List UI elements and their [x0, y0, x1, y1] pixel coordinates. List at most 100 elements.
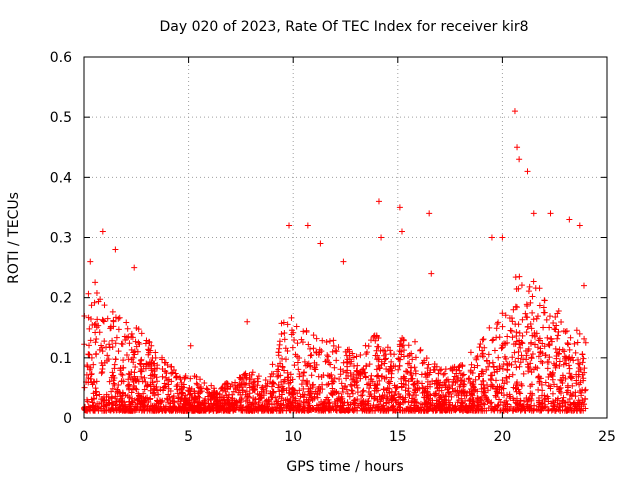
- data-point: [492, 392, 499, 399]
- data-point: [106, 378, 113, 385]
- data-point: [187, 375, 194, 382]
- data-point: [488, 372, 495, 379]
- data-point: [275, 372, 282, 379]
- x-axis-label: GPS time / hours: [286, 459, 403, 475]
- data-point: [582, 405, 589, 412]
- data-point: [110, 317, 117, 324]
- data-point: [549, 390, 556, 397]
- data-point: [113, 398, 120, 405]
- data-point-peak: [87, 258, 94, 265]
- data-point: [444, 384, 451, 391]
- data-point: [524, 324, 531, 331]
- data-point: [324, 352, 331, 359]
- data-point: [385, 379, 392, 386]
- data-point: [156, 405, 163, 412]
- data-point: [373, 388, 380, 395]
- data-point: [387, 347, 394, 354]
- data-point-peak: [524, 168, 531, 175]
- data-point: [210, 393, 217, 400]
- data-point: [339, 389, 346, 396]
- data-point: [239, 389, 246, 396]
- data-point: [264, 383, 271, 390]
- data-point: [119, 341, 126, 348]
- data-point-peak: [244, 318, 251, 325]
- data-point-peak: [396, 204, 403, 211]
- data-point: [201, 397, 208, 404]
- data-point: [226, 391, 233, 398]
- data-point: [349, 387, 356, 394]
- data-point: [517, 390, 524, 397]
- data-point: [485, 363, 492, 370]
- data-point: [532, 285, 539, 292]
- data-point: [109, 369, 116, 376]
- data-point: [334, 396, 341, 403]
- data-point: [529, 332, 536, 339]
- data-point: [427, 392, 434, 399]
- data-point-peak: [580, 282, 587, 289]
- data-point-peak: [112, 246, 119, 253]
- data-point: [112, 340, 119, 347]
- data-point: [547, 383, 554, 390]
- data-point: [479, 353, 486, 360]
- data-point: [554, 349, 561, 356]
- x-tick-label: 5: [184, 429, 193, 445]
- data-point: [336, 376, 343, 383]
- data-point: [353, 379, 360, 386]
- data-point: [170, 393, 177, 400]
- data-point: [489, 337, 496, 344]
- data-point: [542, 379, 549, 386]
- data-point: [440, 371, 447, 378]
- data-point: [575, 368, 582, 375]
- data-point: [144, 381, 151, 388]
- data-point: [143, 394, 150, 401]
- data-point: [441, 397, 448, 404]
- data-point: [502, 340, 509, 347]
- data-point: [435, 403, 442, 410]
- data-point: [126, 385, 133, 392]
- data-point: [496, 334, 503, 341]
- data-point-peak: [378, 234, 385, 241]
- y-tick-label: 0.5: [50, 110, 72, 126]
- data-point: [269, 380, 276, 387]
- data-point: [179, 390, 186, 397]
- data-point: [258, 395, 265, 402]
- data-point: [522, 348, 529, 355]
- data-point: [359, 392, 366, 399]
- data-point: [104, 352, 111, 359]
- data-point-peak: [304, 222, 311, 229]
- data-point: [561, 357, 568, 364]
- data-point: [535, 374, 542, 381]
- data-point: [93, 289, 100, 296]
- data-point: [423, 355, 430, 362]
- data-point: [198, 401, 205, 408]
- data-point: [480, 370, 487, 377]
- y-tick-label: 0.4: [50, 170, 72, 186]
- data-point: [224, 404, 231, 411]
- data-point: [325, 396, 332, 403]
- data-point: [146, 407, 153, 414]
- data-point: [519, 316, 526, 323]
- data-point: [131, 403, 138, 410]
- data-point: [105, 406, 112, 413]
- data-point: [326, 405, 333, 412]
- data-point: [469, 382, 476, 389]
- y-tick-label: 0.6: [50, 50, 72, 66]
- data-point: [578, 389, 585, 396]
- data-point: [572, 349, 579, 356]
- data-point: [543, 316, 550, 323]
- data-point: [446, 383, 453, 390]
- data-point: [530, 366, 537, 373]
- data-point: [364, 398, 371, 405]
- data-point: [319, 381, 326, 388]
- data-point: [85, 351, 92, 358]
- data-point: [296, 355, 303, 362]
- data-point: [364, 407, 371, 414]
- data-point: [397, 337, 404, 344]
- data-point: [436, 407, 443, 414]
- data-point: [208, 382, 215, 389]
- data-point: [84, 362, 91, 369]
- data-point: [559, 400, 566, 407]
- data-point: [539, 392, 546, 399]
- data-point: [87, 364, 94, 371]
- data-point: [397, 393, 404, 400]
